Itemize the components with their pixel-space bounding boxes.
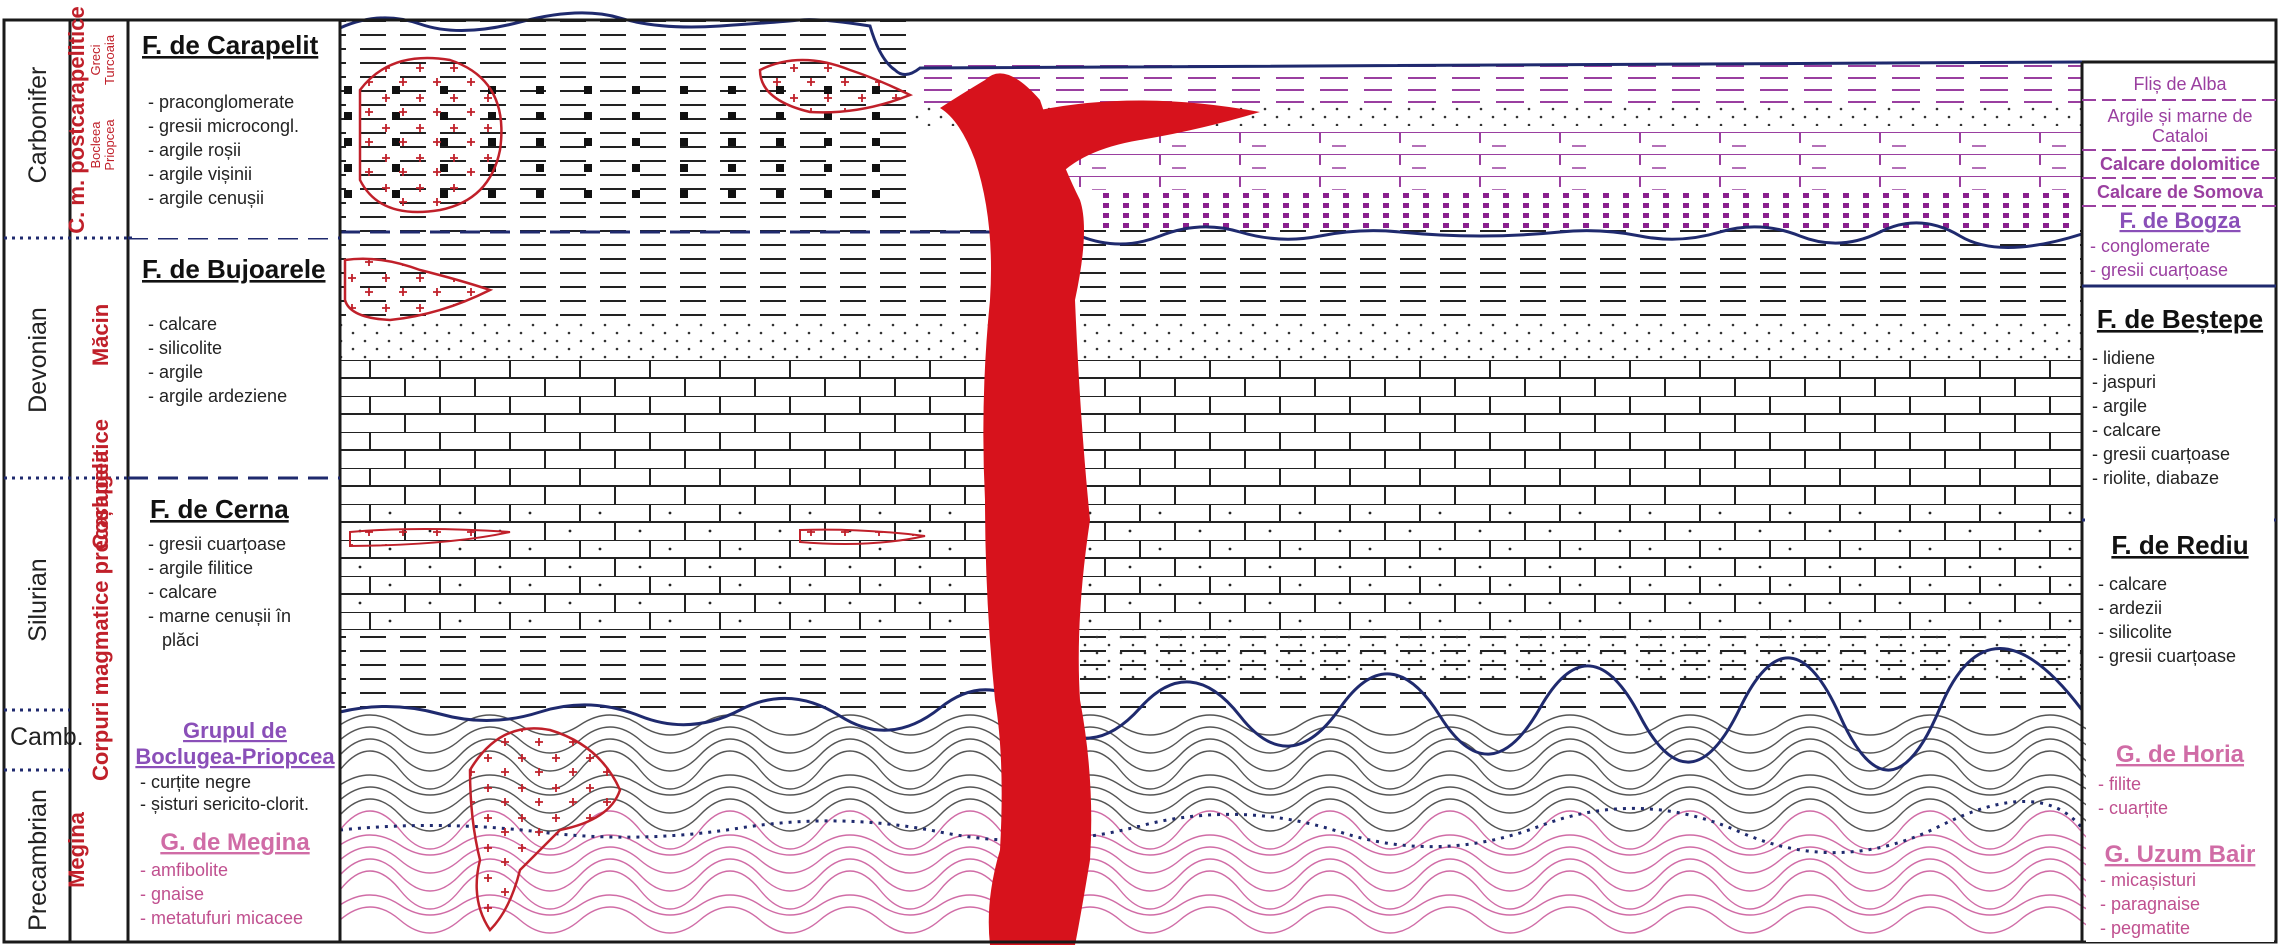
bogza-item: - gresii cuarțoase xyxy=(2090,260,2228,280)
granite-bodies xyxy=(343,56,926,932)
postcarapelitice-label: C. m. postcarapelitice xyxy=(64,6,89,233)
title-bogza: F. de Bogza xyxy=(2119,208,2241,233)
title-cerna: F. de Cerna xyxy=(150,494,289,524)
cerna-item: plăci xyxy=(162,630,199,650)
bestepe-item: - jaspuri xyxy=(2092,372,2156,392)
fold-line xyxy=(339,810,2141,850)
layer-precambrian xyxy=(339,714,2141,934)
rediu-item: - gresii cuarțoase xyxy=(2098,646,2236,666)
bujoarele-item: - silicolite xyxy=(148,338,222,358)
carapelit-item: - gresii microcongl. xyxy=(148,116,299,136)
rediu-item: - ardezii xyxy=(2098,598,2162,618)
carapelit-item: - praconglomerate xyxy=(148,92,294,112)
label-calcare-somova: Calcare de Somova xyxy=(2097,182,2264,202)
title-carapelit: F. de Carapelit xyxy=(142,30,319,60)
right-purple-dividers xyxy=(2082,99,2276,207)
title-horia: G. de Horia xyxy=(2116,741,2245,768)
fold-line xyxy=(339,714,2141,736)
era-devonian: Devonian xyxy=(24,307,52,413)
rediu-item: - silicolite xyxy=(2098,622,2172,642)
carapelit-item: - argile cenușii xyxy=(148,188,264,208)
fold-line xyxy=(339,846,2141,874)
bestepe-item: - argile xyxy=(2092,396,2147,416)
horia-item: - filite xyxy=(2098,774,2141,794)
fold-line xyxy=(339,894,2141,916)
diagram-frame xyxy=(2,18,2278,944)
bestepe-item: - gresii cuarțoase xyxy=(2092,444,2230,464)
bogza-item: - conglomerate xyxy=(2090,236,2210,256)
label-macin: Măcin xyxy=(88,304,113,366)
label-greci: Greci xyxy=(88,44,103,75)
megina-item: - gnaise xyxy=(140,884,204,904)
fold-line xyxy=(339,834,2141,856)
magmatic-intrusion xyxy=(940,73,1260,946)
fold-line xyxy=(339,750,2141,790)
fold-line xyxy=(339,738,2141,772)
title-bujoarele: F. de Bujoarele xyxy=(142,254,326,284)
carapelit-item: - argile roșii xyxy=(148,140,241,160)
label-argile-cataloi-1: Argile și marne de xyxy=(2107,106,2252,126)
label-calcare-dolomitice: Calcare dolomitice xyxy=(2100,154,2260,174)
fold-line xyxy=(339,786,2141,814)
carapelit-item: - argile vișinii xyxy=(148,164,252,184)
bujoarele-item: - argile ardeziene xyxy=(148,386,287,406)
bujoarele-item: - argile xyxy=(148,362,203,382)
boclugea-item: - curțite negre xyxy=(140,772,251,792)
cerna-item: - argile filitice xyxy=(148,558,253,578)
label-turcoaia: Turcoaia xyxy=(102,34,117,85)
fold-line xyxy=(339,870,2141,910)
unconformity-bogza xyxy=(999,221,2083,249)
megina-item: - metatufuri micacee xyxy=(140,908,303,928)
magmatic-column-label: Corpuri magmatice precarapelitice xyxy=(88,419,113,781)
horia-item: - cuarțite xyxy=(2098,798,2168,818)
bestepe-item: - calcare xyxy=(2092,420,2161,440)
fold-line xyxy=(339,858,2141,892)
label-priopcea: Priopcea xyxy=(102,119,117,171)
title-megina: G. de Megina xyxy=(160,829,310,856)
era-camb: Camb. xyxy=(10,723,84,751)
bujoarele-item: - calcare xyxy=(148,314,217,334)
label-flis-alba: Fliș de Alba xyxy=(2133,74,2227,94)
uzum-bair-item: - paragnaise xyxy=(2100,894,2200,914)
boclugea-item: - șisturi sericito-clorit. xyxy=(140,794,309,814)
era-precambrian: Precambrian xyxy=(24,789,52,931)
bestepe-item: - lidiene xyxy=(2092,348,2155,368)
fold-line xyxy=(339,906,2141,934)
bestepe-item: - riolite, diabaze xyxy=(2092,468,2219,488)
label-bocleea: Bocleea xyxy=(88,121,103,169)
unconformity-cambrian xyxy=(339,647,2084,772)
cerna-item: - calcare xyxy=(148,582,217,602)
fold-line xyxy=(339,774,2141,796)
fold-line xyxy=(339,726,2141,754)
cerna-item: - marne cenușii în xyxy=(148,606,291,626)
uzum-bair-item: - micașisturi xyxy=(2100,870,2196,890)
megina-item: - amfibolite xyxy=(140,860,228,880)
boundary-precambrian xyxy=(339,800,2084,855)
fold-line xyxy=(339,798,2141,832)
title-rediu: F. de Rediu xyxy=(2111,530,2248,560)
unconformity-top xyxy=(339,11,2083,76)
label-argile-cataloi-2: Cataloi xyxy=(2152,126,2208,146)
era-silurian: Silurian xyxy=(24,558,52,641)
title-uzum-bair: G. Uzum Bair xyxy=(2105,841,2256,868)
rediu-item: - calcare xyxy=(2098,574,2167,594)
layer-silurian xyxy=(340,500,2082,710)
title-boclugea-2: Boclugea-Priopcea xyxy=(135,744,335,769)
label-cosiugea: Coșlugea xyxy=(88,450,113,550)
uzum-bair-item: - pegmatite xyxy=(2100,918,2190,938)
title-bestepe: F. de Beștepe xyxy=(2097,304,2263,334)
title-boclugea-1: Grupul de xyxy=(183,718,287,743)
era-carbonifer: Carbonifer xyxy=(24,67,52,184)
layer-devonian xyxy=(340,230,2082,500)
label-megina: Megina xyxy=(64,811,89,888)
cerna-item: - gresii cuarțoase xyxy=(148,534,286,554)
